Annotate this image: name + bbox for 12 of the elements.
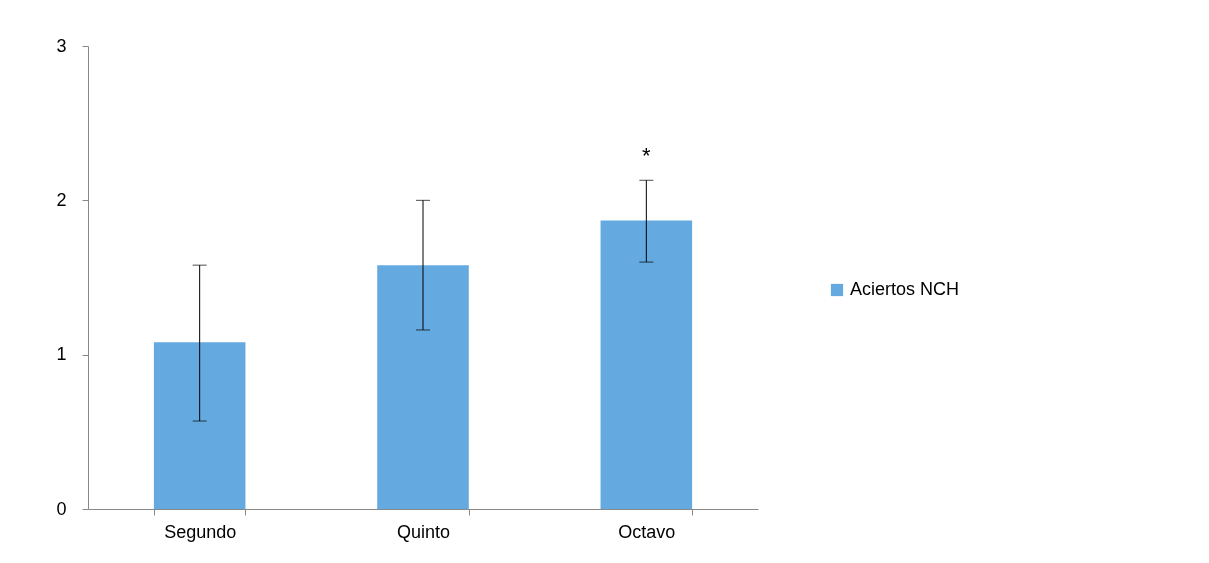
x-tick-label: Quinto: [396, 521, 451, 542]
y-tick-label: 2: [56, 189, 67, 210]
bar: [377, 265, 469, 509]
bar: [600, 220, 693, 509]
annotation: *: [642, 143, 652, 169]
x-tick-label: Octavo: [618, 521, 676, 542]
y-tick-label: 1: [56, 344, 67, 365]
y-tick-label: 3: [56, 35, 67, 56]
bar: [153, 342, 246, 509]
y-tick-label: 0: [56, 498, 67, 519]
legend-label: Aciertos NCH: [850, 279, 960, 299]
x-tick-label: Segundo: [164, 521, 237, 542]
